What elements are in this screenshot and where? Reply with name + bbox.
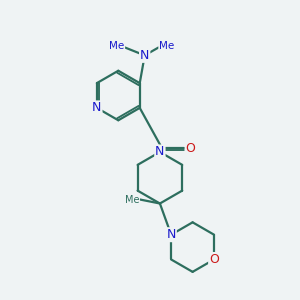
Text: N: N bbox=[167, 228, 176, 241]
Text: N: N bbox=[92, 101, 101, 114]
Text: Me: Me bbox=[159, 41, 174, 52]
Text: N: N bbox=[155, 146, 165, 158]
Text: N: N bbox=[140, 49, 149, 62]
Text: O: O bbox=[186, 142, 196, 154]
Text: O: O bbox=[209, 253, 219, 266]
Text: Me: Me bbox=[125, 194, 140, 205]
Text: Me: Me bbox=[109, 41, 124, 52]
